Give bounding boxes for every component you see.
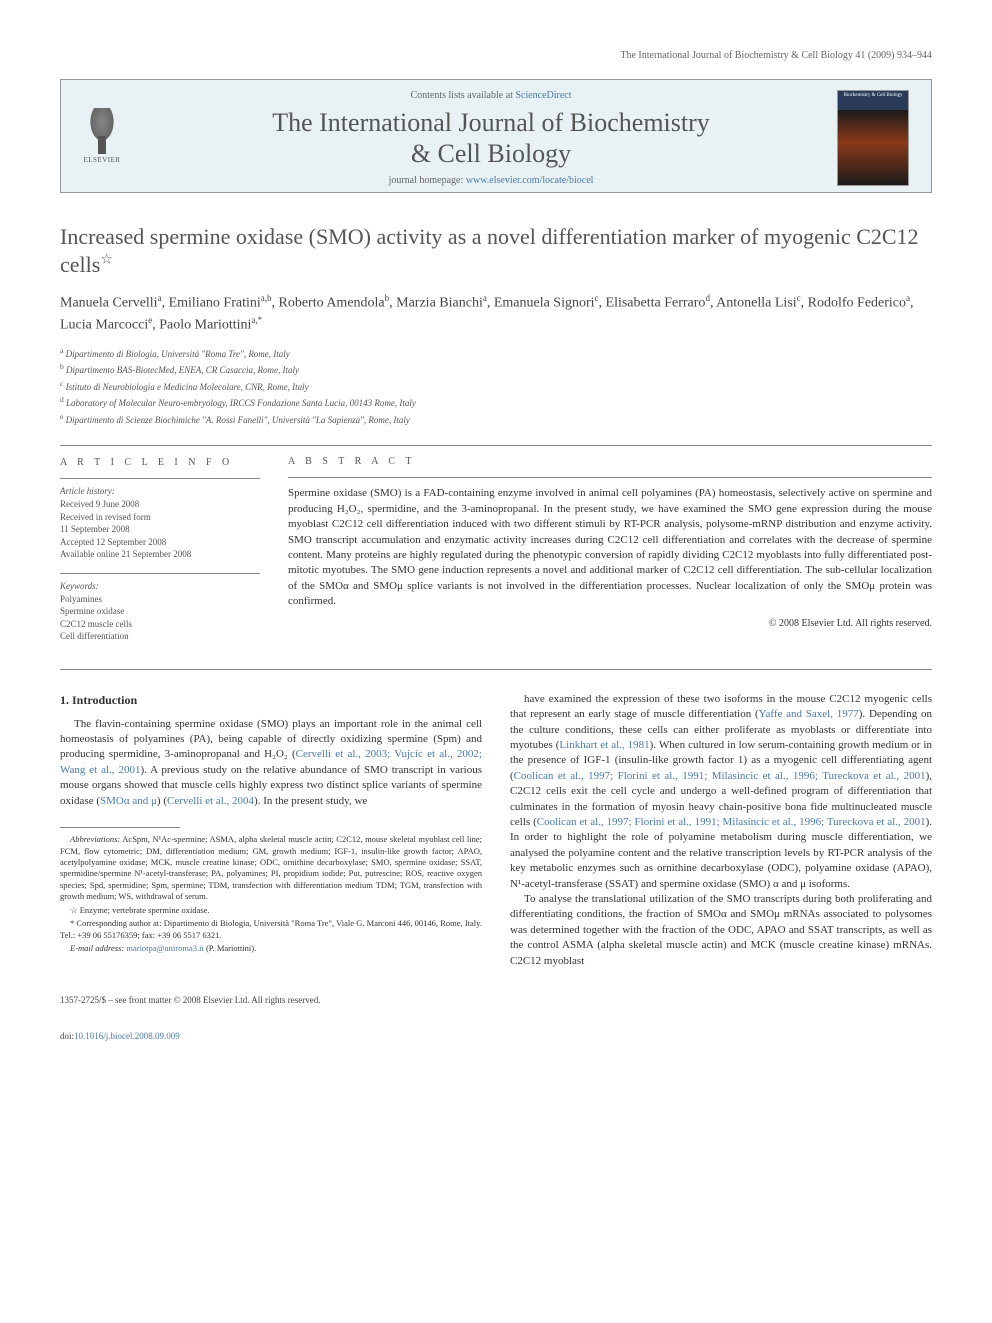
journal-name-line2: & Cell Biology [411,139,571,168]
abbrev-text: AcSpm, N¹Ac-spermine; ASMA, alpha skelet… [60,834,482,901]
intro-heading: 1. Introduction [60,692,482,709]
keyword: C2C12 muscle cells [60,618,260,631]
elsevier-logo: ELSEVIER [75,108,129,168]
affiliation-line: c Istituto di Neurobiologia e Medicina M… [60,378,932,395]
cover-label: Biochemistry & Cell Biology [840,93,906,99]
journal-homepage-link[interactable]: www.elsevier.com/locate/biocel [466,175,594,186]
keyword: Cell differentiation [60,630,260,643]
sciencedirect-link[interactable]: ScienceDirect [515,90,571,101]
citation-link[interactable]: Coolican et al., 1997; Florini et al., 1… [514,770,926,782]
publisher-name: ELSEVIER [83,156,120,164]
intro-paragraph-1-left: The flavin-containing spermine oxidase (… [60,717,482,809]
footnote-rule [60,827,180,828]
journal-homepage-line: journal homepage: www.elsevier.com/locat… [145,175,837,186]
body-right-column: have examined the expression of these tw… [510,692,932,969]
article-info-column: A R T I C L E I N F O Article history: R… [60,456,260,655]
doi-link[interactable]: 10.1016/j.biocel.2008.09.009 [74,1031,180,1041]
citation-link[interactable]: Linkhart et al., 1981 [559,739,649,751]
footer-doi-line: doi:10.1016/j.biocel.2008.09.009 [60,1031,932,1041]
abstract-rule [288,477,932,478]
citation-link[interactable]: Cervelli et al., 2004 [167,795,254,807]
article-title: Increased spermine oxidase (SMO) activit… [60,223,932,278]
citation-link[interactable]: Coolican et al., 1997; Florini et al., 1… [537,816,926,828]
homepage-prefix: journal homepage: [389,175,466,186]
contents-available-line: Contents lists available at ScienceDirec… [145,90,837,101]
abstract-text: Spermine oxidase (SMO) is a FAD-containi… [288,486,932,609]
abbrev-label: Abbreviations: [70,834,120,844]
title-text: Increased spermine oxidase (SMO) activit… [60,224,919,277]
citation-link[interactable]: Cervelli et al., 2003; Vujcic et al., 20… [60,748,482,775]
running-header: The International Journal of Biochemistr… [60,50,932,61]
citation-link[interactable]: Yaffe and Saxel, 1977 [759,708,859,720]
history-line: Available online 21 September 2008 [60,548,260,561]
corresponding-author-footnote: * Corresponding author at: Dipartimento … [60,918,482,941]
corr-label: * Corresponding author at: [70,918,162,928]
citation-link[interactable]: SMOα and μ [100,795,157,807]
doi-prefix: doi: [60,1031,74,1041]
keyword: Spermine oxidase [60,605,260,618]
intro-paragraph-1-right: have examined the expression of these tw… [510,692,932,892]
publisher-logo-block: ELSEVIER [75,108,145,168]
history-label: Article history: [60,485,260,498]
article-info-heading: A R T I C L E I N F O [60,456,260,470]
keywords-label: Keywords: [60,580,260,593]
affiliation-list: a Dipartimento di Biologia, Università "… [60,345,932,428]
history-line: Accepted 12 September 2008 [60,536,260,549]
elsevier-tree-icon [82,108,122,154]
enzyme-footnote: ☆ Enzyme; vertebrate spermine oxidase. [60,905,482,916]
info-rule [60,478,260,479]
email-label: E-mail address: [70,943,124,953]
footer-issn-line: 1357-2725/$ – see front matter © 2008 El… [60,995,932,1005]
history-line: 11 September 2008 [60,523,260,536]
journal-cover-thumbnail: Biochemistry & Cell Biology [837,90,909,186]
affiliation-line: e Dipartimento di Scienze Biochimiche "A… [60,411,932,428]
section-rule-bottom [60,669,932,670]
keyword: Polyamines [60,593,260,606]
corresponding-email-link[interactable]: mariotpa@uniroma3.it [124,943,204,953]
affiliation-line: b Dipartimento BAS-BiotecMed, ENEA, CR C… [60,361,932,378]
intro-paragraph-2-right: To analyse the translational utilization… [510,892,932,969]
footnotes-block: Abbreviations: AcSpm, N¹Ac-spermine; ASM… [60,834,482,955]
history-line: Received in revised form [60,511,260,524]
affiliation-line: a Dipartimento di Biologia, Università "… [60,345,932,362]
journal-name: The International Journal of Biochemistr… [145,107,837,169]
email-footnote: E-mail address: mariotpa@uniroma3.it (P.… [60,943,482,954]
journal-masthead: ELSEVIER Contents lists available at Sci… [60,79,932,193]
journal-name-line1: The International Journal of Biochemistr… [272,108,710,137]
abstract-copyright: © 2008 Elsevier Ltd. All rights reserved… [288,618,932,629]
body-left-column: 1. Introduction The flavin-containing sp… [60,692,482,969]
abstract-column: A B S T R A C T Spermine oxidase (SMO) i… [288,456,932,655]
title-footnote-symbol: ☆ [100,253,113,268]
contents-prefix: Contents lists available at [410,90,515,101]
affiliation-line: d Laboratory of Molecular Neuro-embryolo… [60,394,932,411]
email-suffix: (P. Mariottini). [204,943,256,953]
abstract-heading: A B S T R A C T [288,456,932,467]
history-line: Received 9 June 2008 [60,498,260,511]
abbreviations-footnote: Abbreviations: AcSpm, N¹Ac-spermine; ASM… [60,834,482,903]
info-rule-2 [60,573,260,574]
author-list: Manuela Cervellia, Emiliano Fratinia,b, … [60,292,932,335]
